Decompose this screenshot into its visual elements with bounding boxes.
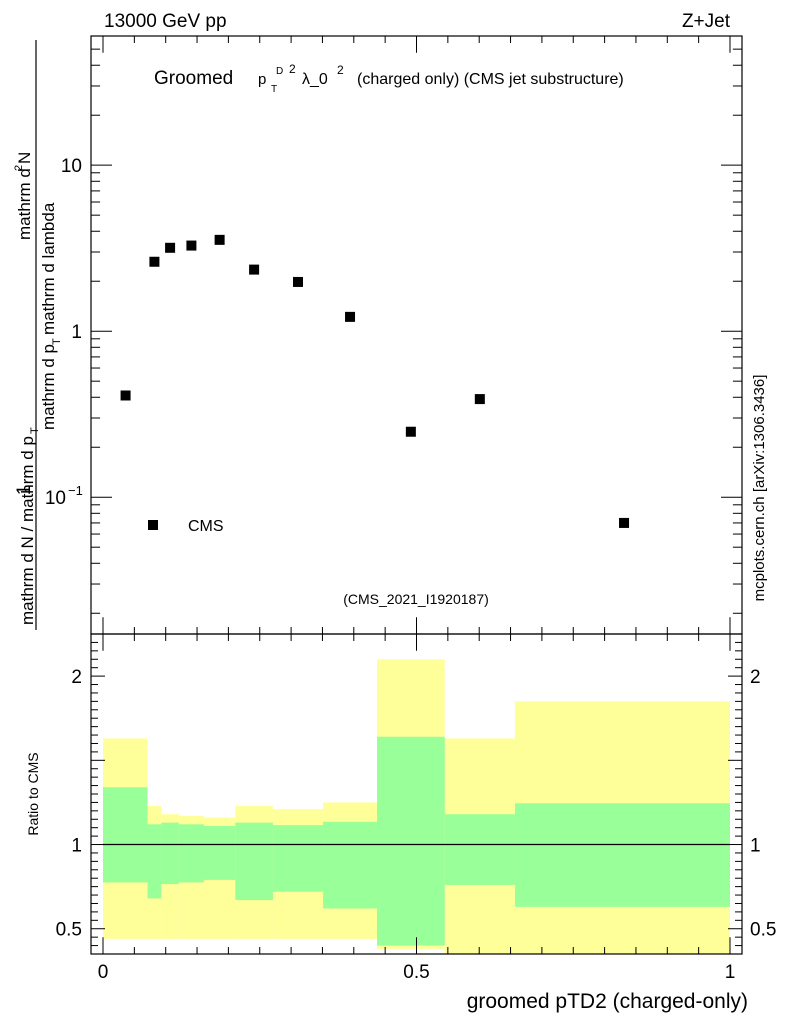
ylabel-num-right-sup: 2 [13, 165, 25, 171]
x-axis-label: groomed pTD2 (charged-only) [467, 990, 748, 1013]
header-right: Z+Jet [682, 11, 731, 32]
ylabel-denominator: mathrm d N / mathrm d p [18, 436, 37, 625]
x-tick-label: 1 [725, 962, 736, 983]
main-plot-frame [90, 35, 743, 635]
title-suffix: (charged only) (CMS jet substructure) [357, 71, 624, 88]
title-prefix: Groomed [154, 68, 233, 89]
title-sym-p: p [258, 71, 266, 88]
y-tick-label: 10 [61, 156, 82, 177]
ratio-tick-label-left: 0.5 [56, 920, 82, 941]
ratio-tick-label-right: 1 [750, 836, 761, 857]
title-sym-sup: D [276, 66, 283, 77]
y-axis-label-top: 1 mathrm d N / mathrm d p T mathrm d 2 N… [13, 152, 63, 625]
data-point [249, 264, 260, 275]
y-tick-label: 1 [71, 322, 82, 343]
data-point [345, 311, 356, 322]
title-sym-exp: 2 [289, 62, 296, 76]
ratio-inner-band-1 [147, 824, 162, 899]
ratio-inner-band-10 [514, 803, 730, 907]
header-left: 13000 GeV pp [104, 11, 227, 32]
title-lambda-exp: 2 [337, 63, 344, 77]
data-point [149, 256, 160, 267]
ylabel-den-right-sub: T [51, 338, 63, 345]
ratio-inner-band-4 [203, 826, 236, 880]
ratio-inner-band-group [103, 736, 730, 946]
ratio-inner-band-2 [161, 822, 179, 885]
title-sym-sub: T [271, 84, 277, 95]
data-point [619, 517, 630, 528]
axis-ticks [91, 35, 742, 954]
analysis-id: (CMS_2021_I1920187) [343, 591, 489, 607]
data-point [186, 240, 197, 251]
x-tick-label: 0 [98, 962, 109, 983]
ylabel-denominator-sub: T [29, 427, 41, 434]
ylabel-den-right: mathrm d p [39, 344, 58, 430]
data-point [405, 426, 416, 437]
ratio-inner-band-3 [178, 824, 204, 883]
ratio-tick-label-left: 2 [71, 667, 82, 688]
data-point [214, 234, 225, 245]
legend-label: CMS [188, 518, 224, 535]
ylabel-num-right: mathrm d [15, 168, 34, 240]
title-lambda: λ_0 [302, 71, 328, 88]
ratio-tick-label-right: 0.5 [750, 920, 776, 941]
data-point [165, 242, 176, 253]
legend: CMS [148, 518, 224, 535]
ylabel-num-right-tail: N [15, 152, 34, 164]
cms-data-markers [120, 234, 630, 528]
data-point [474, 394, 485, 405]
ratio-inner-band-0 [103, 787, 148, 883]
ylabel-numerator: 1 [14, 485, 35, 496]
ratio-inner-band-9 [444, 814, 515, 885]
ratio-inner-band-8 [376, 736, 445, 946]
y-axis-label-bottom: Ratio to CMS [25, 752, 41, 835]
ratio-inner-band-5 [235, 822, 273, 901]
ylabel-den-right-tail: mathrm d lambda [39, 202, 58, 335]
ratio-tick-label-left: 1 [71, 836, 82, 857]
ratio-inner-band-6 [272, 825, 324, 892]
side-text: mcplots.cern.ch [arXiv:1306.3436] [751, 375, 768, 602]
data-point [120, 390, 131, 401]
x-tick-label: 0.5 [403, 962, 429, 983]
y-tick-label-exp: −1 [68, 483, 83, 498]
y-tick-label: 10 [45, 488, 66, 509]
ratio-tick-label-right: 2 [750, 667, 761, 688]
ratio-inner-band-7 [323, 821, 377, 909]
legend-marker [148, 520, 158, 530]
chart-title: Groomed p D T 2 λ_0 2 (charged only) (CM… [154, 62, 624, 95]
data-point [292, 276, 303, 287]
